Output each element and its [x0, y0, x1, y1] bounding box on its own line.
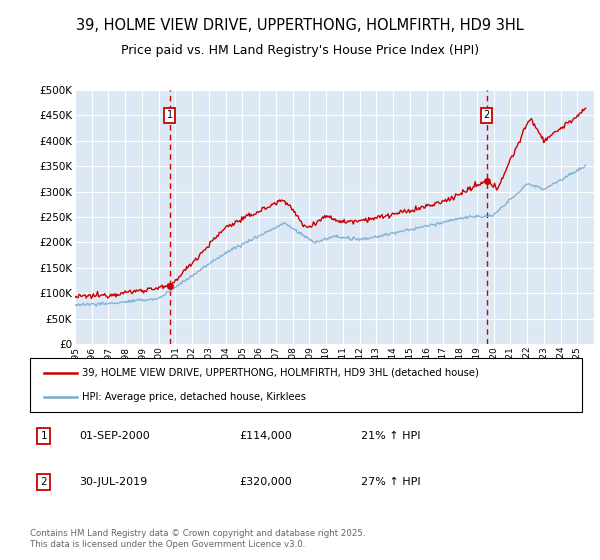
Text: Price paid vs. HM Land Registry's House Price Index (HPI): Price paid vs. HM Land Registry's House … — [121, 44, 479, 57]
Text: £320,000: £320,000 — [240, 477, 293, 487]
Text: 1: 1 — [167, 110, 173, 120]
Text: 39, HOLME VIEW DRIVE, UPPERTHONG, HOLMFIRTH, HD9 3HL: 39, HOLME VIEW DRIVE, UPPERTHONG, HOLMFI… — [76, 18, 524, 32]
Text: 1: 1 — [40, 431, 47, 441]
Text: 2: 2 — [40, 477, 47, 487]
Text: HPI: Average price, detached house, Kirklees: HPI: Average price, detached house, Kirk… — [82, 392, 307, 402]
Text: 21% ↑ HPI: 21% ↑ HPI — [361, 431, 421, 441]
Text: £114,000: £114,000 — [240, 431, 293, 441]
Text: 30-JUL-2019: 30-JUL-2019 — [80, 477, 148, 487]
Text: Contains HM Land Registry data © Crown copyright and database right 2025.
This d: Contains HM Land Registry data © Crown c… — [30, 529, 365, 549]
Text: 27% ↑ HPI: 27% ↑ HPI — [361, 477, 421, 487]
Text: 01-SEP-2000: 01-SEP-2000 — [80, 431, 151, 441]
Text: 2: 2 — [484, 110, 490, 120]
FancyBboxPatch shape — [30, 358, 582, 412]
Text: 39, HOLME VIEW DRIVE, UPPERTHONG, HOLMFIRTH, HD9 3HL (detached house): 39, HOLME VIEW DRIVE, UPPERTHONG, HOLMFI… — [82, 368, 479, 378]
